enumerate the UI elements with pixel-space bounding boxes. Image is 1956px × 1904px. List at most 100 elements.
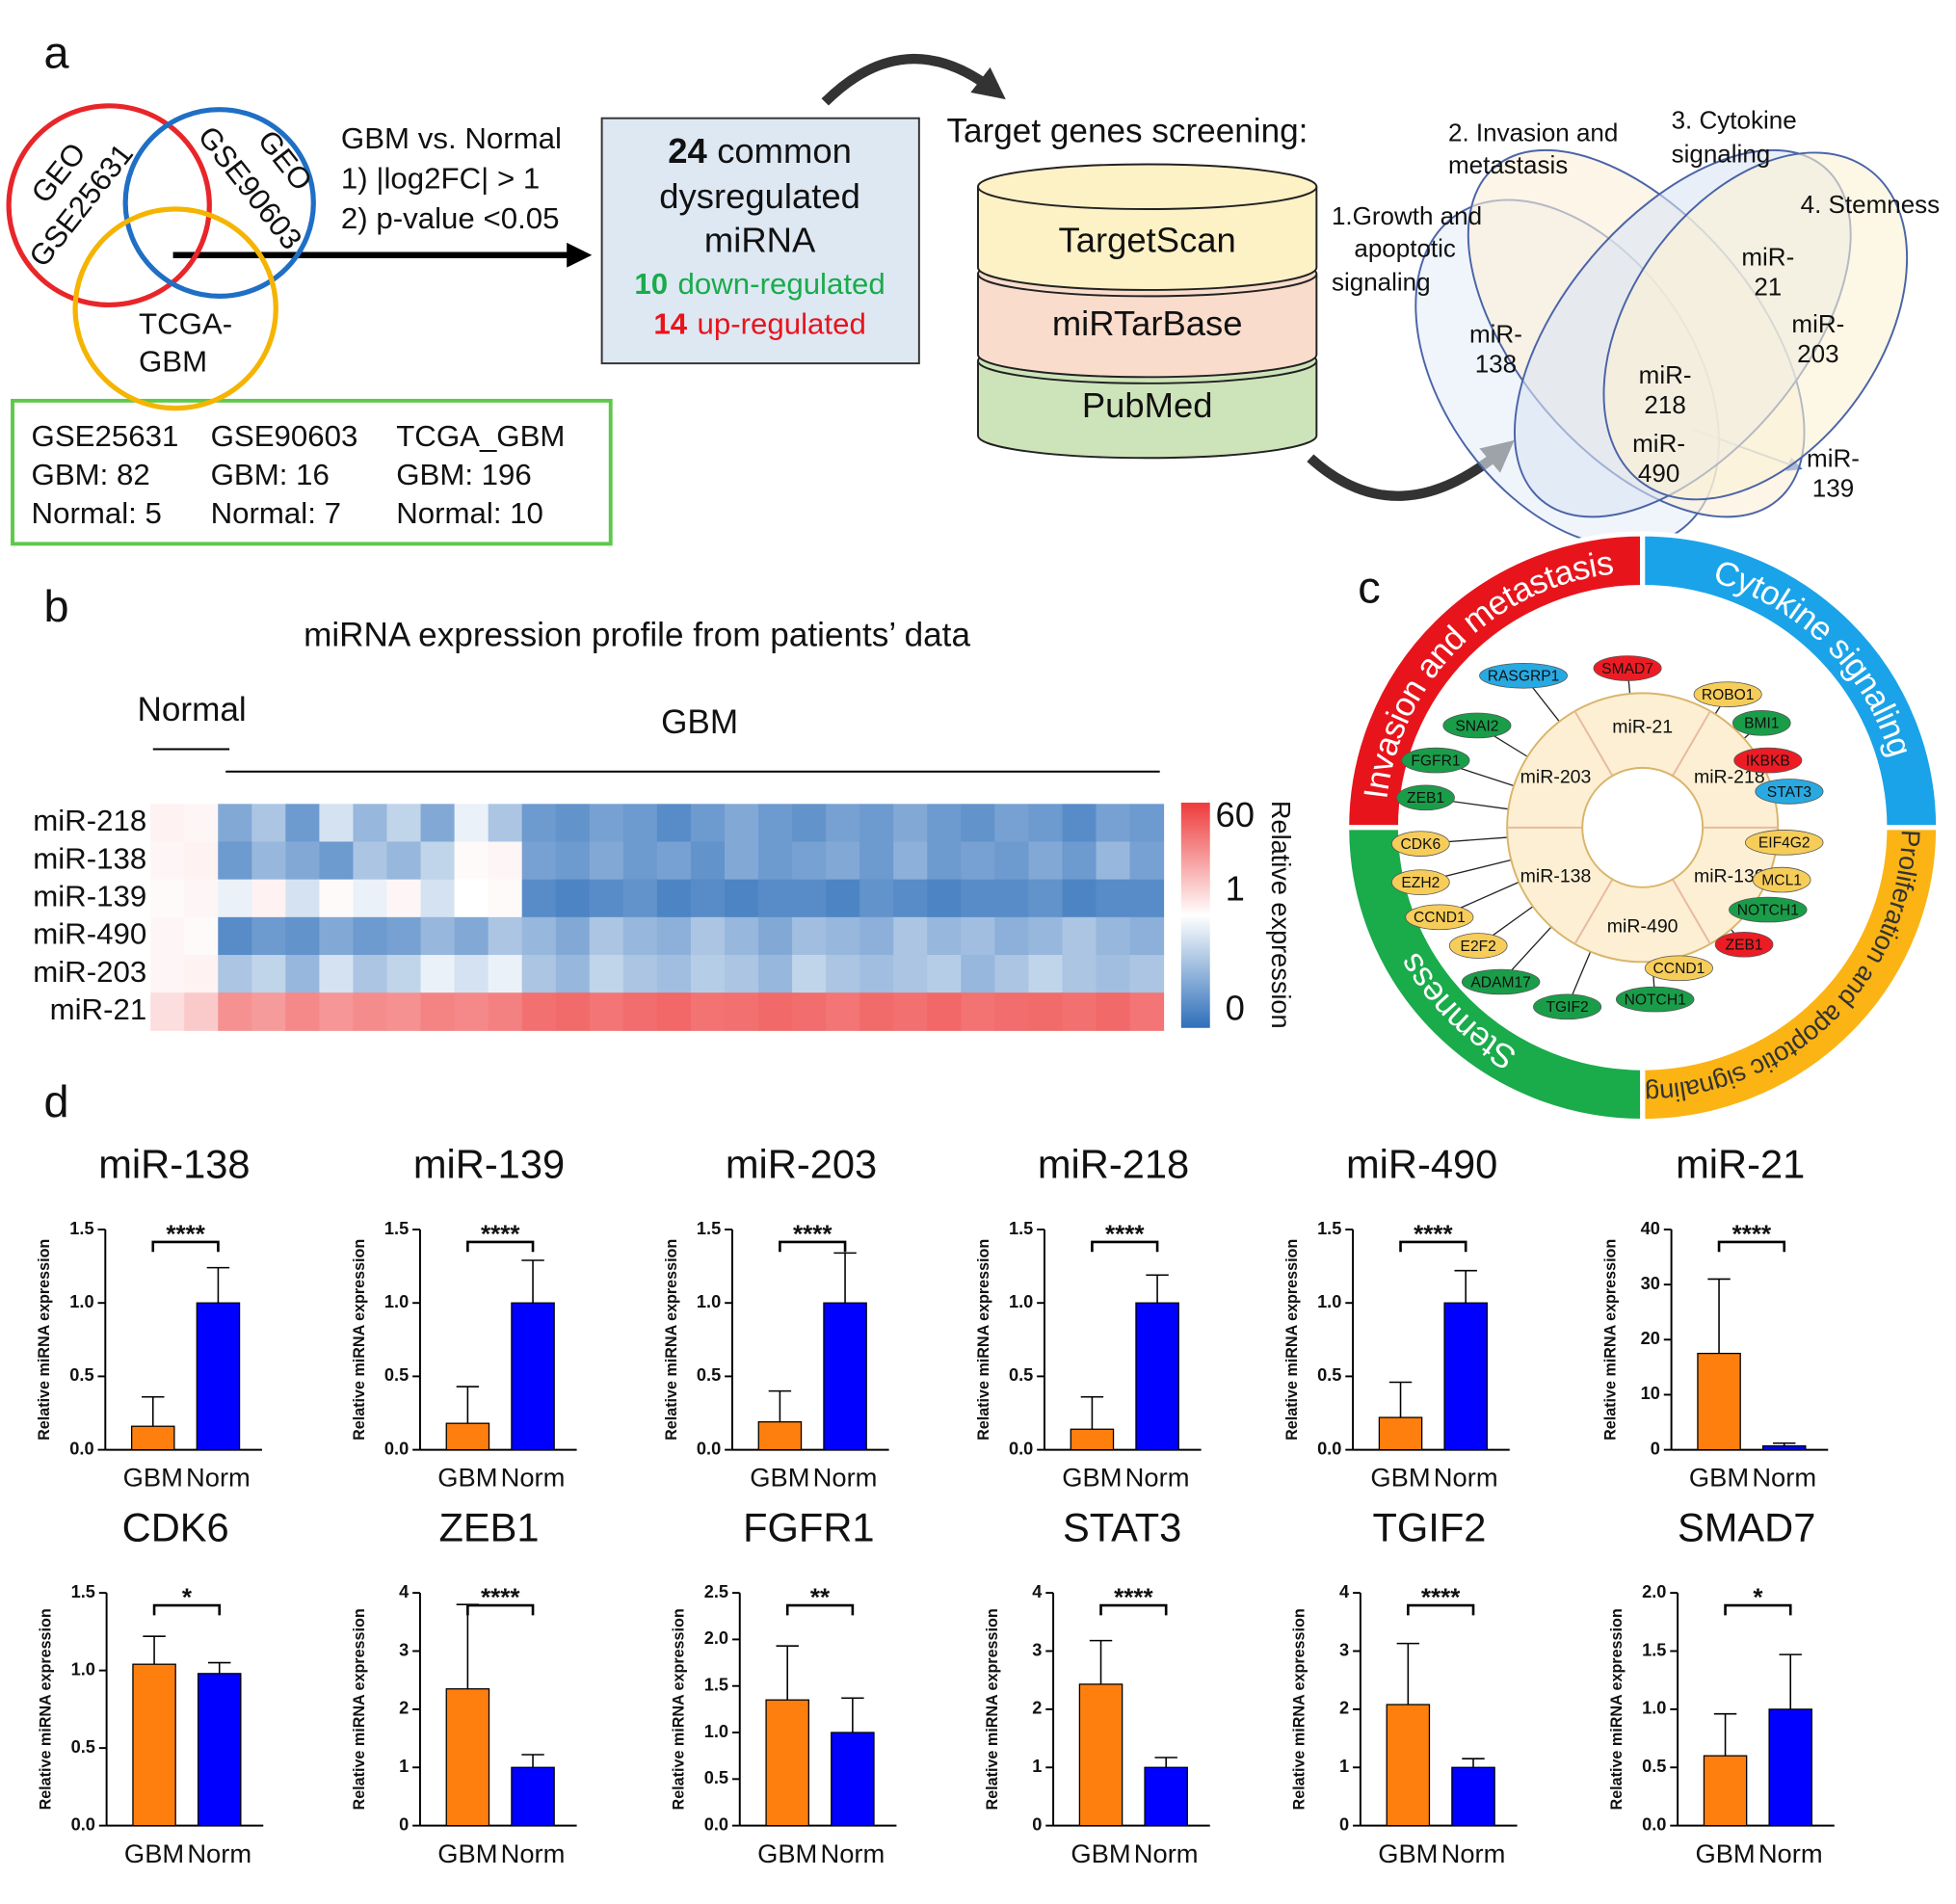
gene-node (1396, 784, 1455, 811)
y-tick-label: 1 (399, 1757, 409, 1776)
heatmap-cell (555, 879, 591, 918)
heatmap-cell (656, 804, 692, 843)
gene-label: IKBKB (1746, 754, 1790, 770)
error-bar (1779, 1653, 1802, 1709)
venn4-label: signaling (1672, 141, 1771, 168)
database-name: miRTarBase (1052, 304, 1243, 343)
heatmap-cell (690, 955, 726, 993)
heatmap-cell (218, 841, 252, 881)
heatmap-cell (184, 879, 219, 918)
heatmap-cell (690, 879, 726, 918)
heatmap-cell (589, 916, 624, 956)
heatmap-cell (927, 879, 962, 918)
x-tick-label: GBM (437, 1838, 497, 1868)
x-tick-label: GBM (757, 1838, 817, 1868)
heatmap-cell (386, 992, 422, 1031)
heatmap-cell (184, 841, 219, 881)
heatmap-cell (758, 804, 793, 843)
bar (1443, 1302, 1488, 1451)
heatmap-cell (622, 879, 658, 918)
database-top (977, 163, 1318, 210)
y-tick-label: 10 (1641, 1384, 1660, 1403)
heatmap-cell (724, 916, 759, 956)
venn4-label: metastasis (1448, 152, 1568, 179)
gene-label: ZEB1 (1726, 938, 1763, 954)
bar (831, 1732, 875, 1827)
heatmap-cell (184, 916, 219, 956)
heatmap-cell (420, 916, 456, 956)
heatmap-cell (1129, 992, 1165, 1031)
x-tick-label: GBM (750, 1463, 809, 1493)
y-tick-label: 1.5 (704, 1676, 728, 1695)
heatmap-cell (386, 955, 422, 993)
heatmap-cell (319, 955, 354, 993)
venn4-label: signaling (1332, 269, 1431, 296)
y-tick-label: 0.5 (69, 1365, 93, 1385)
chart-title: FGFR1 (743, 1505, 874, 1550)
venn4-mirna: 490 (1638, 461, 1679, 488)
heatmap-cell (792, 955, 827, 993)
screening-title: Target genes screening: (946, 113, 1308, 150)
heatmap-cell (420, 804, 456, 843)
panel-title: miRNA expression profile from patients’ … (304, 617, 970, 654)
y-tick-label: 0.0 (697, 1439, 721, 1458)
heatmap-cell (420, 841, 456, 881)
significance-label: ** (810, 1584, 831, 1611)
venn4-label: 2. Invasion and (1448, 119, 1618, 146)
bar (1144, 1766, 1188, 1827)
heatmap-cell (454, 992, 489, 1031)
y-tick-label: 2.5 (704, 1582, 728, 1601)
venn-circle (122, 107, 316, 299)
heatmap-cell (994, 879, 1029, 918)
y-tick-label: 1.5 (384, 1219, 409, 1238)
colorbar-tick-label: 0 (1226, 988, 1245, 1027)
mirna-label: miR-21 (1612, 717, 1673, 738)
chart-title: STAT3 (1063, 1505, 1181, 1550)
database-name: TargetScan (1059, 221, 1236, 260)
gene-label: E2F2 (1461, 939, 1496, 955)
gene-node (1405, 904, 1474, 931)
heatmap-cell (353, 804, 388, 843)
heatmap-cell (454, 916, 489, 956)
significance-bracket (466, 1240, 535, 1253)
bar (196, 1302, 241, 1451)
x-tick-label: Norm (1758, 1838, 1823, 1868)
y-tick-label: 0.0 (1009, 1439, 1033, 1458)
significance-label: **** (793, 1221, 833, 1248)
heatmap-cell (1028, 879, 1063, 918)
bar (1378, 1416, 1423, 1451)
y-tick-label: 1.5 (697, 1219, 721, 1238)
chart-title: CDK6 (122, 1505, 229, 1550)
venn4-mirna: miR- (1632, 431, 1685, 458)
y-tick-label: 3 (1339, 1640, 1349, 1659)
gene-node (1391, 831, 1450, 857)
heatmap-cell (454, 955, 489, 993)
row-label: miR-218 (33, 804, 146, 837)
venn4-mirna: miR- (1791, 311, 1844, 338)
bar (132, 1663, 176, 1827)
summary-down-number: 10 (634, 267, 668, 301)
chart-title: miR-139 (413, 1141, 565, 1186)
colorbar-tick-label: 1 (1226, 868, 1245, 908)
gene-label: CDK6 (1401, 836, 1441, 853)
heatmap-cell (218, 992, 252, 1031)
dataset-box (11, 398, 613, 546)
heatmap-cell (893, 992, 928, 1031)
heatmap-cell (758, 992, 793, 1031)
heatmap-cell (420, 879, 456, 918)
y-tick-label: 2 (1032, 1699, 1042, 1718)
heatmap-cell (961, 916, 995, 956)
y-tick-label: 0.5 (1009, 1365, 1033, 1385)
heatmap-cell (285, 955, 320, 993)
y-tick-label: 1.5 (69, 1219, 93, 1238)
x-tick-label: GBM (1071, 1838, 1130, 1868)
chart-title: miR-490 (1346, 1141, 1497, 1186)
error-bar (521, 1754, 544, 1768)
significance-bracket (466, 1603, 535, 1616)
y-tick-label: 1.0 (1317, 1292, 1341, 1311)
heatmap-cell (724, 879, 759, 918)
heatmap-cell (353, 841, 388, 881)
heatmap-cell (251, 992, 286, 1031)
